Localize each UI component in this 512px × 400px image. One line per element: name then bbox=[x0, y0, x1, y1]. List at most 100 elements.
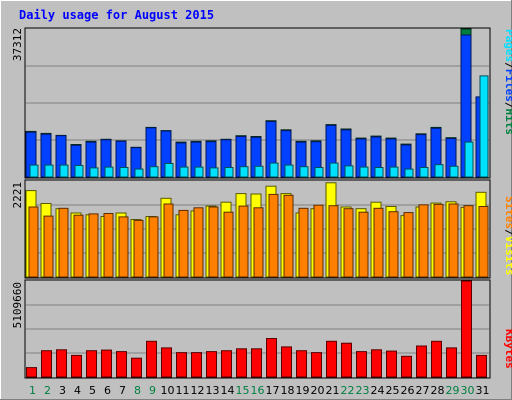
bar-sites-day-28 bbox=[433, 203, 444, 278]
bar-sites-day-21 bbox=[328, 205, 339, 278]
bar-kbytes-day-17 bbox=[266, 338, 277, 378]
panel-hits-pages-files: 37312 Pages/Files/Hits bbox=[11, 27, 512, 179]
day-label-7: 7 bbox=[119, 384, 126, 397]
bar-sites-day-8 bbox=[133, 219, 144, 278]
day-label-4: 4 bbox=[74, 384, 81, 397]
bar-kbytes-day-25 bbox=[386, 350, 397, 378]
legend-kbytes: KBytes bbox=[503, 329, 512, 369]
bar-pages-day-22 bbox=[344, 165, 354, 178]
bar-kbytes-day-5 bbox=[86, 350, 97, 378]
bar-sites-day-9 bbox=[148, 216, 159, 278]
bar-sites-day-24 bbox=[373, 207, 384, 278]
hits-legend: Pages/Files/Hits bbox=[503, 29, 512, 135]
bar-pages-day-6 bbox=[104, 166, 114, 178]
bar-sites-day-12 bbox=[193, 207, 204, 278]
bar-pages-day-13 bbox=[209, 167, 219, 178]
bar-pages-day-12 bbox=[194, 166, 204, 178]
bar-sites-day-17 bbox=[268, 193, 279, 278]
bar-pages-day-21 bbox=[329, 162, 339, 178]
bar-kbytes-day-24 bbox=[371, 349, 382, 378]
chart-title: Daily usage for August 2015 bbox=[19, 8, 214, 22]
bar-sites-day-16 bbox=[253, 207, 264, 278]
day-label-26: 26 bbox=[401, 384, 415, 397]
panel-kbytes: 5109660 KBytes bbox=[11, 279, 512, 379]
day-label-24: 24 bbox=[371, 384, 385, 397]
bar-sites-day-5 bbox=[88, 213, 99, 278]
bar-pages-day-8 bbox=[134, 168, 144, 178]
bar-kbytes-day-20 bbox=[311, 352, 322, 378]
bar-kbytes-day-7 bbox=[116, 351, 127, 378]
day-label-1: 1 bbox=[29, 384, 36, 397]
x-axis-day-labels: 1 2 3 4 5 6 7 8 9 10 11 12 13 14 15 16 17 18 19 20 21 22 23 24 2… bbox=[29, 384, 490, 397]
day-label-13: 13 bbox=[206, 384, 220, 397]
bar-pages-day-27 bbox=[419, 167, 429, 178]
bar-kbytes-day-12 bbox=[191, 352, 202, 378]
bar-pages-day-29 bbox=[449, 165, 459, 178]
kbytes-axis-max-label: 5109660 bbox=[11, 282, 24, 328]
bar-kbytes-day-14 bbox=[221, 350, 232, 378]
bar-sites-day-22 bbox=[343, 208, 354, 278]
day-label-14: 14 bbox=[221, 384, 235, 397]
legend-files: Files bbox=[503, 69, 512, 102]
bar-kbytes-day-27 bbox=[416, 345, 427, 378]
bar-kbytes-day-11 bbox=[176, 352, 187, 378]
bar-sites-day-26 bbox=[403, 212, 414, 278]
bar-pages-day-11 bbox=[179, 166, 189, 178]
bar-kbytes-day-9 bbox=[146, 340, 157, 378]
bar-kbytes-day-4 bbox=[71, 354, 82, 378]
bar-sites-day-29 bbox=[448, 203, 459, 278]
bar-sites-day-19 bbox=[298, 207, 309, 278]
bar-pages-day-14 bbox=[224, 167, 234, 178]
legend-hits: Hits bbox=[503, 109, 512, 136]
legend-slash-3: / bbox=[503, 229, 512, 236]
bar-pages-day-7 bbox=[119, 167, 129, 178]
bar-pages-day-23 bbox=[359, 166, 369, 178]
sites-axis-max-label: 2221 bbox=[11, 182, 24, 209]
bar-kbytes-day-29 bbox=[446, 347, 457, 378]
sites-legend: Sites/Visits bbox=[503, 196, 512, 276]
bar-sites-day-2 bbox=[43, 215, 54, 278]
bar-kbytes-day-2 bbox=[41, 350, 52, 378]
bar-kbytes-day-13 bbox=[206, 351, 217, 378]
bar-sites-day-30 bbox=[463, 205, 474, 278]
day-label-17: 17 bbox=[266, 384, 280, 397]
legend-visits: Visits bbox=[503, 236, 512, 276]
bar-pages-day-19 bbox=[299, 166, 309, 178]
bar-kbytes-day-1 bbox=[26, 367, 37, 378]
legend-sites: Sites bbox=[503, 196, 512, 229]
bar-sites-day-23 bbox=[358, 211, 369, 278]
bar-pages-day-17 bbox=[269, 162, 279, 178]
legend-slash-2: / bbox=[503, 102, 512, 109]
bar-kbytes-day-6 bbox=[101, 349, 112, 378]
bar-pages-day-26 bbox=[404, 168, 414, 178]
panel-sites-bars bbox=[25, 182, 489, 278]
bar-sites-day-25 bbox=[388, 211, 399, 278]
bar-pages-day-28 bbox=[434, 164, 444, 178]
day-label-20: 20 bbox=[311, 384, 325, 397]
bar-kbytes-day-15 bbox=[236, 348, 247, 378]
bar-sites-day-6 bbox=[103, 213, 114, 278]
bar-sites-day-14 bbox=[223, 211, 234, 278]
day-label-23: 23 bbox=[356, 384, 370, 397]
bar-pages-day-5 bbox=[89, 167, 99, 178]
bar-pages-day-4 bbox=[74, 165, 84, 178]
bar-kbytes-day-3 bbox=[56, 349, 67, 378]
bar-sites-day-3 bbox=[58, 207, 69, 278]
bar-kbytes-day-23 bbox=[356, 351, 367, 378]
bar-kbytes-day-28 bbox=[431, 340, 442, 378]
bar-sites-day-13 bbox=[208, 206, 219, 278]
bar-sites-day-11 bbox=[178, 209, 189, 278]
bar-pages-day-3 bbox=[59, 164, 69, 178]
bar-sites-day-15 bbox=[238, 205, 249, 278]
bar-pages-day-9 bbox=[149, 166, 159, 178]
bar-sites-day-7 bbox=[118, 216, 129, 278]
bar-sites-day-1 bbox=[28, 206, 39, 278]
day-label-2: 2 bbox=[44, 384, 51, 397]
bar-pages-day-20 bbox=[314, 167, 324, 178]
bar-sites-day-10 bbox=[163, 203, 174, 278]
bar-pages-day-25 bbox=[389, 166, 399, 178]
day-label-10: 10 bbox=[161, 384, 175, 397]
legend-slash-1: / bbox=[503, 62, 512, 69]
day-label-21: 21 bbox=[326, 384, 340, 397]
